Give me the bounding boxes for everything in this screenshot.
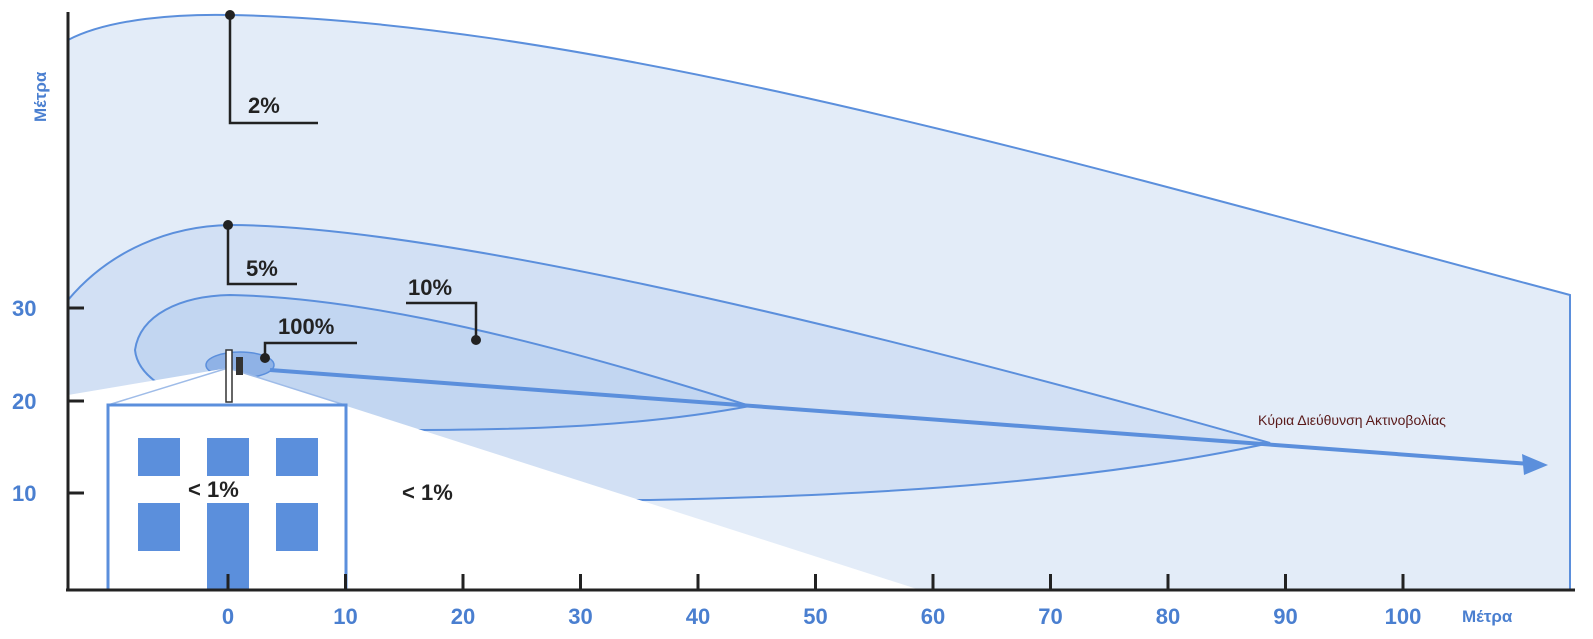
label-100-percent: 100% [278,314,334,339]
y-tick-label: 30 [12,296,36,321]
leader-dot [471,335,481,345]
x-tick-label: 90 [1273,604,1297,629]
label-backdrop [188,476,270,502]
leader-2-percent [228,15,318,125]
x-axis-unit: Μέτρα [1462,607,1513,626]
window [276,503,318,551]
y-axis-unit: Μέτρα [31,71,50,122]
leader-dot [223,220,233,230]
building-rays [107,367,346,406]
beam-line [269,368,1531,466]
callout-2-percent [228,15,318,125]
x-tick-label: 40 [686,604,710,629]
window [207,438,249,476]
callout-10-percent [406,301,478,340]
leader-dot [260,353,270,363]
leader-dot [225,10,235,20]
label-below-beam: < 1% [402,480,453,505]
leader-10-percent [406,301,478,340]
x-tick-label: 60 [921,604,945,629]
leader-5-percent [226,225,297,286]
x-tick-label: 100 [1385,604,1422,629]
label-2-percent: 2% [248,93,280,118]
window [138,438,180,476]
window [138,503,180,551]
x-tick-label: 0 [222,604,234,629]
antenna-mast [225,349,233,403]
label-5-percent: 5% [246,256,278,281]
beam-direction-label: Κύρια Διεύθυνση Ακτινοβολίας [1258,412,1446,428]
beam-arrowhead [1522,454,1548,475]
antenna-panel [236,357,243,375]
x-tick-label: 30 [568,604,592,629]
x-tick-labels: 0 10 20 30 40 50 60 70 80 90 100 [222,604,1421,629]
callout-5-percent [226,225,297,286]
x-tick-label: 10 [333,604,357,629]
y-tick-label: 10 [12,481,36,506]
x-tick-label: 70 [1038,604,1062,629]
window [276,438,318,476]
y-tick-marks [68,306,84,495]
label-10-percent: 10% [408,275,452,300]
x-tick-label: 80 [1156,604,1180,629]
label-inside-building: < 1% [188,477,239,502]
y-tick-label: 20 [12,389,36,414]
x-tick-label: 20 [451,604,475,629]
x-tick-marks [226,574,1405,590]
x-tick-label: 50 [803,604,827,629]
